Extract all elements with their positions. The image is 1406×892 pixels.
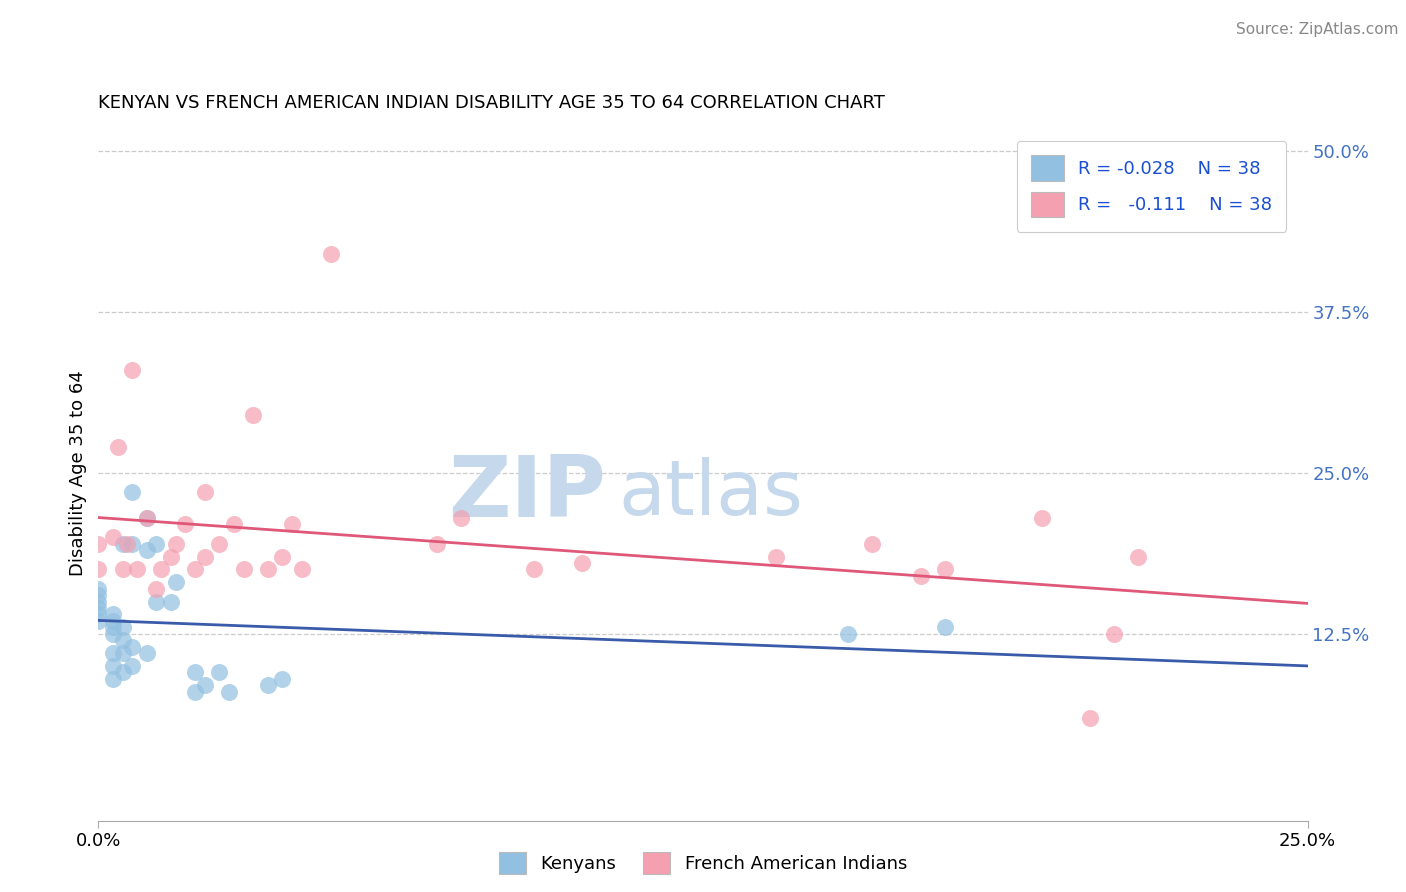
Point [111, 562, 134, 576]
Point [184, 665, 207, 680]
Point [194, 678, 217, 692]
Point [1078, 710, 1101, 724]
Point [87, 607, 110, 622]
Point [101, 614, 124, 628]
Point [145, 582, 167, 596]
Point [107, 440, 129, 454]
Point [218, 685, 240, 699]
Point [101, 620, 124, 634]
Point [184, 562, 207, 576]
Point [135, 511, 157, 525]
Point [117, 536, 139, 550]
Point [87, 588, 110, 602]
Text: KENYAN VS FRENCH AMERICAN INDIAN DISABILITY AGE 35 TO 64 CORRELATION CHART: KENYAN VS FRENCH AMERICAN INDIAN DISABIL… [98, 95, 886, 112]
Point [121, 659, 143, 673]
Point [135, 511, 157, 525]
Point [1102, 627, 1125, 641]
Text: atlas: atlas [619, 457, 803, 531]
Point [934, 562, 956, 576]
Point [1031, 511, 1053, 525]
Point [837, 627, 859, 641]
Point [127, 562, 149, 576]
Point [87, 582, 110, 596]
Text: Source: ZipAtlas.com: Source: ZipAtlas.com [1236, 22, 1399, 37]
Point [1128, 549, 1150, 564]
Point [121, 536, 143, 550]
Point [87, 536, 110, 550]
Point [222, 517, 245, 532]
Point [910, 569, 932, 583]
Point [101, 607, 124, 622]
Point [290, 562, 312, 576]
Point [121, 362, 143, 376]
Point [208, 665, 231, 680]
Point [256, 678, 278, 692]
Point [860, 536, 883, 550]
Point [101, 672, 124, 686]
Point [101, 646, 124, 660]
Point [111, 633, 134, 648]
Point [232, 562, 254, 576]
Point [87, 614, 110, 628]
Point [121, 485, 143, 500]
Point [111, 665, 134, 680]
Point [165, 575, 187, 590]
Point [271, 549, 294, 564]
Point [426, 536, 449, 550]
Point [135, 646, 157, 660]
Point [271, 672, 294, 686]
Point [256, 562, 278, 576]
Point [160, 594, 183, 608]
Point [194, 549, 217, 564]
Point [87, 562, 110, 576]
Point [101, 530, 124, 544]
Point [174, 517, 197, 532]
Point [160, 549, 183, 564]
Point [242, 408, 264, 422]
Point [934, 620, 956, 634]
Point [194, 485, 217, 500]
Text: ZIP: ZIP [449, 452, 606, 535]
Point [111, 536, 134, 550]
Point [121, 640, 143, 654]
Point [281, 517, 304, 532]
Point [101, 659, 124, 673]
Point [450, 511, 472, 525]
Point [145, 594, 167, 608]
Point [111, 646, 134, 660]
Point [145, 536, 167, 550]
Point [150, 562, 173, 576]
Point [319, 246, 342, 260]
Point [765, 549, 787, 564]
Point [135, 543, 157, 558]
Point [101, 627, 124, 641]
Point [165, 536, 187, 550]
Point [87, 601, 110, 615]
Legend: Kenyans, French American Indians: Kenyans, French American Indians [492, 845, 914, 881]
Point [523, 562, 546, 576]
Point [184, 685, 207, 699]
Y-axis label: Disability Age 35 to 64: Disability Age 35 to 64 [69, 370, 87, 575]
Point [111, 620, 134, 634]
Point [571, 556, 593, 570]
Point [208, 536, 231, 550]
Point [87, 594, 110, 608]
